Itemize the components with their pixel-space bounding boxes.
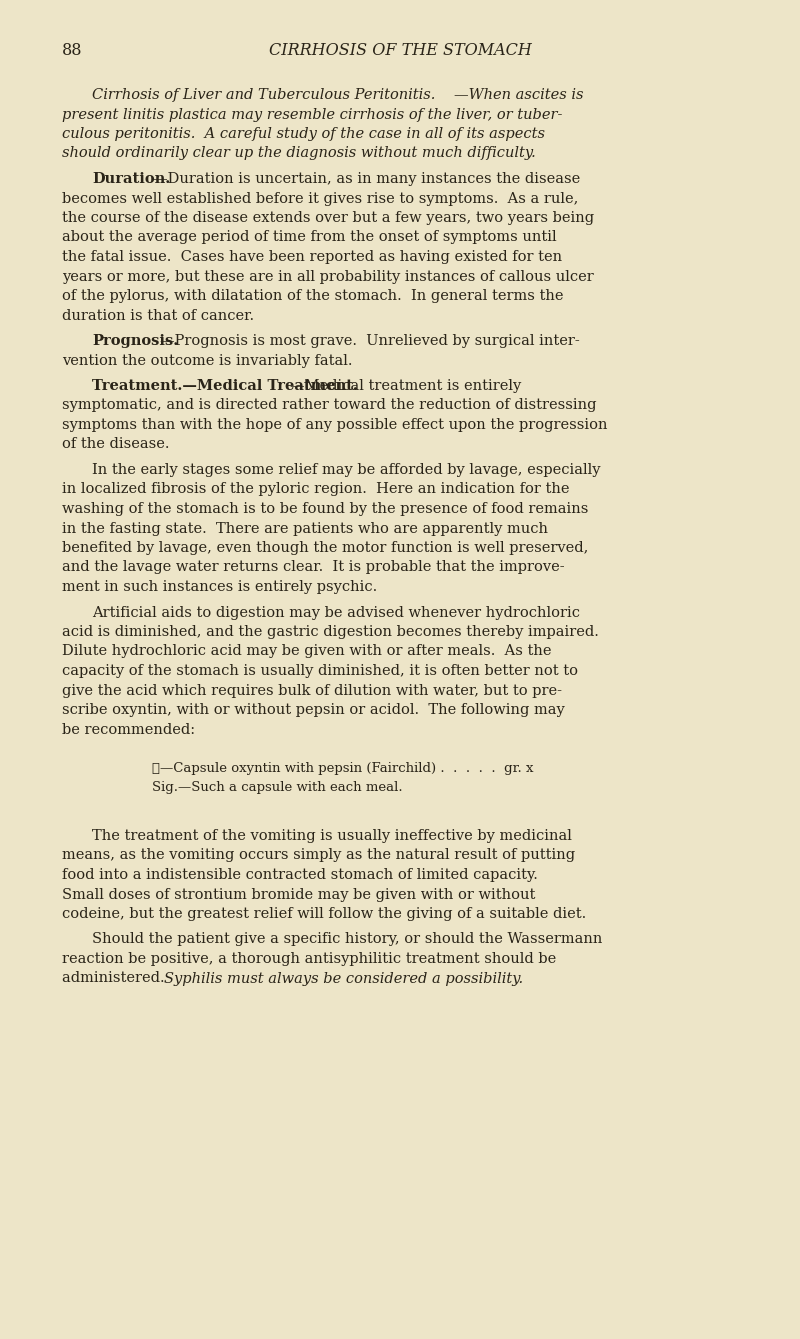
Text: be recommended:: be recommended: [62, 723, 195, 736]
Text: symptomatic, and is directed rather toward the reduction of distressing: symptomatic, and is directed rather towa… [62, 399, 597, 412]
Text: and the lavage water returns clear.  It is probable that the improve-: and the lavage water returns clear. It i… [62, 561, 565, 574]
Text: ment in such instances is entirely psychic.: ment in such instances is entirely psych… [62, 580, 378, 595]
Text: Small doses of strontium bromide may be given with or without: Small doses of strontium bromide may be … [62, 888, 535, 901]
Text: symptoms than with the hope of any possible effect upon the progression: symptoms than with the hope of any possi… [62, 418, 607, 432]
Text: vention the outcome is invariably fatal.: vention the outcome is invariably fatal. [62, 353, 353, 367]
Text: in the fasting state.  There are patients who are apparently much: in the fasting state. There are patients… [62, 521, 548, 536]
Text: of the pylorus, with dilatation of the stomach.  In general terms the: of the pylorus, with dilatation of the s… [62, 289, 563, 303]
Text: of the disease.: of the disease. [62, 438, 170, 451]
Text: Prognosis.: Prognosis. [92, 333, 178, 348]
Text: 88: 88 [62, 42, 82, 59]
Text: Artificial aids to digestion may be advised whenever hydrochloric: Artificial aids to digestion may be advi… [92, 605, 580, 620]
Text: the course of the disease extends over but a few years, two years being: the course of the disease extends over b… [62, 212, 594, 225]
Text: scribe oxyntin, with or without pepsin or acidol.  The following may: scribe oxyntin, with or without pepsin o… [62, 703, 565, 716]
Text: In the early stages some relief may be afforded by lavage, especially: In the early stages some relief may be a… [92, 463, 601, 477]
Text: —Prognosis is most grave.  Unrelieved by surgical inter-: —Prognosis is most grave. Unrelieved by … [160, 333, 580, 348]
Text: Sig.—Such a capsule with each meal.: Sig.—Such a capsule with each meal. [152, 782, 402, 794]
Text: Duration.: Duration. [92, 171, 170, 186]
Text: acid is diminished, and the gastric digestion becomes thereby impaired.: acid is diminished, and the gastric dige… [62, 625, 599, 639]
Text: codeine, but the greatest relief will follow the giving of a suitable diet.: codeine, but the greatest relief will fo… [62, 907, 586, 921]
Text: Dilute hydrochloric acid may be given with or after meals.  As the: Dilute hydrochloric acid may be given wi… [62, 644, 551, 659]
Text: give the acid which requires bulk of dilution with water, but to pre-: give the acid which requires bulk of dil… [62, 683, 562, 698]
Text: the fatal issue.  Cases have been reported as having existed for ten: the fatal issue. Cases have been reporte… [62, 250, 562, 264]
Text: should ordinarily clear up the diagnosis without much difficulty.: should ordinarily clear up the diagnosis… [62, 146, 536, 161]
Text: becomes well established before it gives rise to symptoms.  As a rule,: becomes well established before it gives… [62, 191, 578, 205]
Text: reaction be positive, a thorough antisyphilitic treatment should be: reaction be positive, a thorough antisyp… [62, 952, 556, 965]
Text: ℞—Capsule oxyntin with pepsin (Fairchild) .  .  .  .  .  gr. x: ℞—Capsule oxyntin with pepsin (Fairchild… [152, 762, 534, 775]
Text: present linitis plastica may resemble cirrhosis of the liver, or tuber-: present linitis plastica may resemble ci… [62, 107, 562, 122]
Text: years or more, but these are in all probability instances of callous ulcer: years or more, but these are in all prob… [62, 269, 594, 284]
Text: about the average period of time from the onset of symptoms until: about the average period of time from th… [62, 230, 557, 245]
Text: Should the patient give a specific history, or should the Wassermann: Should the patient give a specific histo… [92, 932, 602, 947]
Text: Treatment.—Medical Treatment.: Treatment.—Medical Treatment. [92, 379, 358, 394]
Text: culous peritonitis.  A careful study of the case in all of its aspects: culous peritonitis. A careful study of t… [62, 127, 545, 141]
Text: benefited by lavage, even though the motor function is well preserved,: benefited by lavage, even though the mot… [62, 541, 588, 554]
Text: administered.: administered. [62, 972, 174, 986]
Text: —Duration is uncertain, as in many instances the disease: —Duration is uncertain, as in many insta… [154, 171, 581, 186]
Text: —Medical treatment is entirely: —Medical treatment is entirely [290, 379, 521, 394]
Text: in localized fibrosis of the pyloric region.  Here an indication for the: in localized fibrosis of the pyloric reg… [62, 482, 570, 497]
Text: means, as the vomiting occurs simply as the natural result of putting: means, as the vomiting occurs simply as … [62, 849, 575, 862]
Text: duration is that of cancer.: duration is that of cancer. [62, 308, 254, 323]
Text: food into a indistensible contracted stomach of limited capacity.: food into a indistensible contracted sto… [62, 868, 538, 882]
Text: washing of the stomach is to be found by the presence of food remains: washing of the stomach is to be found by… [62, 502, 588, 516]
Text: Syphilis must always be considered a possibility.: Syphilis must always be considered a pos… [164, 972, 523, 986]
Text: CIRRHOSIS OF THE STOMACH: CIRRHOSIS OF THE STOMACH [269, 42, 531, 59]
Text: Cirrhosis of Liver and Tuberculous Peritonitis.: Cirrhosis of Liver and Tuberculous Perit… [92, 88, 435, 102]
Text: —When ascites is: —When ascites is [454, 88, 583, 102]
Text: The treatment of the vomiting is usually ineffective by medicinal: The treatment of the vomiting is usually… [92, 829, 572, 844]
Text: capacity of the stomach is usually diminished, it is often better not to: capacity of the stomach is usually dimin… [62, 664, 578, 678]
